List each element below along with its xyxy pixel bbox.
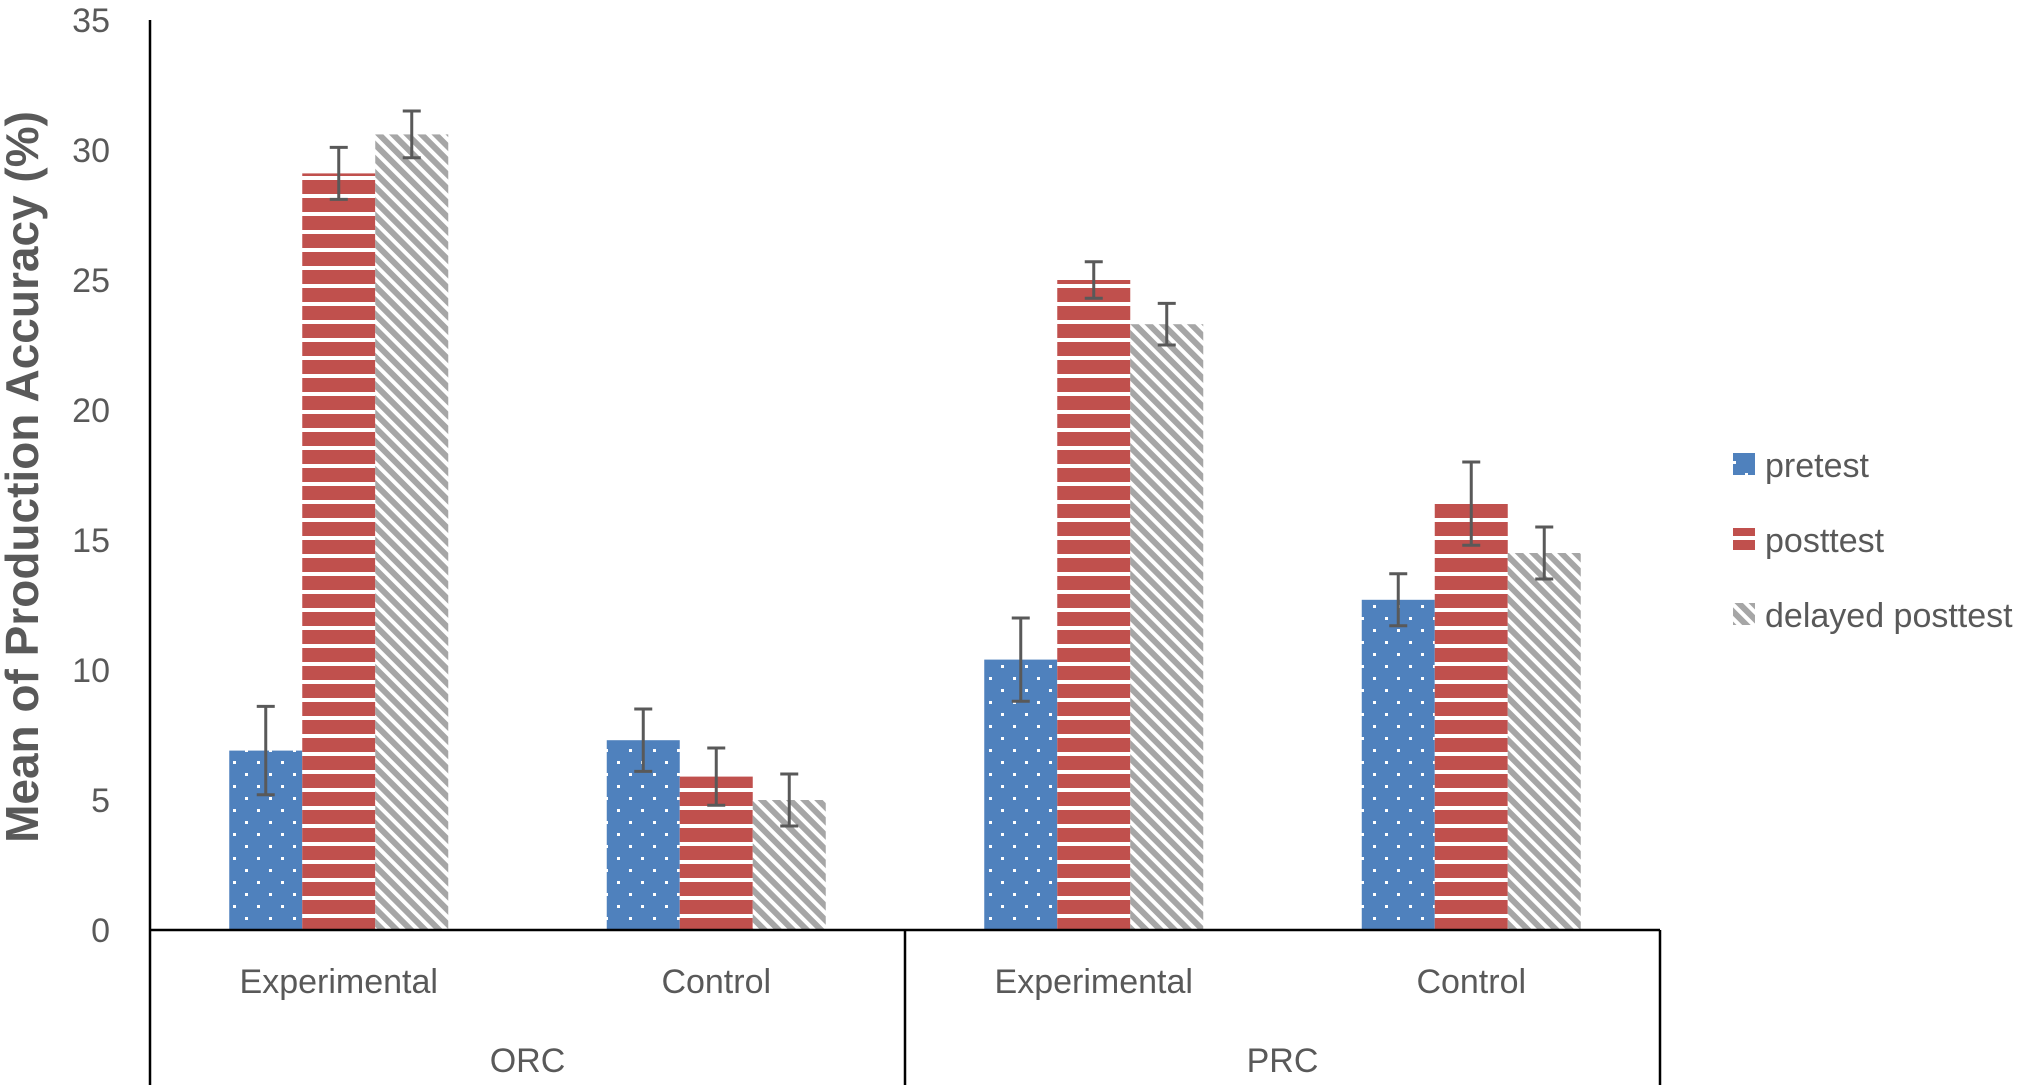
error-bar [1462, 460, 1481, 547]
y-axis-label: Mean of Production Accuracy (%) [0, 111, 48, 843]
legend-swatch [1733, 603, 1755, 625]
error-bar [707, 746, 726, 807]
bar-posttest-0 [302, 173, 376, 930]
error-bar [1011, 616, 1030, 703]
x-category-label: Experimental [240, 963, 438, 1001]
bar-posttest-3 [1434, 503, 1508, 930]
bar-pretest-3 [1361, 599, 1435, 930]
legend-swatch [1733, 453, 1755, 475]
error-bar [634, 707, 653, 773]
error-bar [1389, 572, 1408, 628]
bar-posttest-2 [1057, 280, 1131, 930]
x-axis-categories: Experimental Control Experimental Control OR… [240, 963, 1527, 1080]
error-bar [402, 109, 421, 160]
x-group-label: PRC [1247, 1042, 1319, 1080]
legend-item: delayed posttest [1733, 597, 2013, 635]
x-group-label: ORC [490, 1042, 566, 1080]
error-bar [329, 145, 348, 201]
x-category-label: Control [1416, 963, 1526, 1001]
x-category-label: Experimental [995, 963, 1193, 1001]
legend-swatch [1733, 528, 1755, 550]
legend-item: posttest [1733, 522, 1885, 560]
error-bar [1535, 525, 1554, 581]
y-tick-label: 0 [91, 912, 110, 950]
legend: pretest posttest delayed posttest [1733, 447, 2013, 635]
bar-delayed-posttest-0 [375, 134, 449, 930]
error-bar [256, 704, 275, 797]
y-axis-ticks: 0 5 10 15 20 25 30 35 [72, 2, 110, 950]
bar-pretest-2 [984, 659, 1058, 930]
error-bar [1157, 301, 1176, 347]
axes [148, 20, 1662, 1085]
y-tick-label: 20 [72, 392, 110, 430]
error-bar [780, 772, 799, 828]
error-bar [1084, 260, 1103, 300]
bar-delayed-posttest-3 [1507, 553, 1581, 930]
y-tick-label: 35 [72, 2, 110, 40]
y-tick-label: 5 [91, 782, 110, 820]
error-bars [256, 109, 1554, 828]
legend-label: pretest [1765, 447, 1869, 485]
legend-label: posttest [1765, 522, 1885, 560]
y-tick-label: 25 [72, 262, 110, 300]
legend-label: delayed posttest [1765, 597, 2013, 635]
y-tick-label: 15 [72, 522, 110, 560]
y-tick-label: 30 [72, 132, 110, 170]
y-tick-label: 10 [72, 652, 110, 690]
x-category-label: Control [661, 963, 771, 1001]
bar-delayed-posttest-2 [1130, 324, 1204, 930]
legend-item: pretest [1733, 447, 1869, 485]
bar-series [229, 134, 1581, 930]
